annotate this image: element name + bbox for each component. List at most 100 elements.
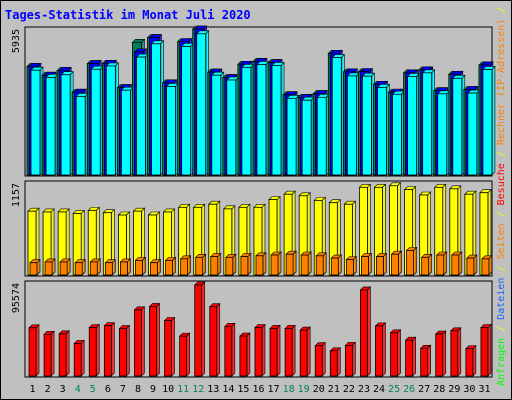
day-label-17: 17	[268, 384, 280, 395]
day-label-6: 6	[105, 384, 111, 395]
legend-entry-0: Anfragen	[496, 338, 507, 386]
bar-besuche-22	[345, 255, 358, 276]
bar-kbf-11	[178, 332, 191, 377]
day-label-1: 1	[30, 384, 36, 395]
bar-seiten-24	[376, 83, 391, 176]
bar-besuche-5	[89, 258, 101, 276]
day-label-31: 31	[478, 384, 490, 395]
bar-kbf-9	[148, 302, 161, 377]
bar-kbf-23	[359, 286, 372, 377]
day-label-11: 11	[177, 384, 189, 395]
bar-kbf-2	[43, 330, 55, 377]
bar-besuche-29	[451, 251, 463, 276]
day-label-24: 24	[373, 384, 385, 395]
bar-seiten-4	[75, 92, 89, 176]
bar-seiten-30	[467, 89, 481, 176]
bar-besuche-25	[390, 250, 403, 276]
bar-besuche-13	[210, 252, 222, 276]
top-max-label: 5935	[11, 29, 22, 53]
bar-kbf-22	[344, 341, 357, 377]
day-label-9: 9	[150, 384, 156, 395]
bar-seiten-15	[241, 63, 255, 176]
bar-seiten-28	[437, 90, 451, 176]
bar-besuche-9	[149, 258, 162, 276]
bar-besuche-14	[225, 253, 237, 276]
legend-entry-10: kB Out	[496, 0, 507, 1]
bar-seiten-7	[120, 86, 135, 176]
bottom-max-label: 95574	[11, 283, 22, 313]
bar-besuche-23	[360, 252, 373, 276]
bar-seiten-22	[346, 72, 361, 176]
bar-seiten-18	[286, 94, 300, 176]
bar-kbf-3	[58, 330, 70, 377]
legend-entry-9: /	[496, 1, 507, 19]
bar-seiten-1	[30, 66, 44, 176]
bar-kbf-25	[389, 329, 402, 377]
bar-seiten-12	[195, 30, 210, 176]
bar-besuche-2	[44, 258, 56, 276]
day-label-2: 2	[45, 384, 51, 395]
day-label-3: 3	[60, 384, 66, 395]
bar-seiten-6	[105, 62, 120, 176]
bar-kbf-8	[133, 306, 146, 377]
day-label-4: 4	[75, 384, 81, 395]
bar-kbf-4	[73, 339, 85, 377]
bar-seiten-14	[226, 76, 240, 176]
bar-besuche-30	[466, 254, 478, 276]
bar-kbf-1	[28, 324, 40, 377]
bar-besuche-24	[375, 252, 388, 276]
bar-seiten-20	[316, 93, 330, 176]
day-label-7: 7	[120, 384, 126, 395]
bar-besuche-8	[134, 256, 147, 276]
bar-besuche-27	[420, 253, 433, 276]
legend-entry-1: /	[496, 320, 507, 338]
bar-rechner-30	[464, 190, 477, 276]
day-label-15: 15	[237, 384, 249, 395]
bar-seiten-26	[406, 72, 421, 176]
bar-besuche-19	[300, 251, 312, 276]
day-label-22: 22	[343, 384, 355, 395]
bar-kbf-10	[163, 316, 176, 377]
legend-entry-3: /	[496, 260, 507, 278]
day-label-21: 21	[328, 384, 340, 395]
bar-seiten-21	[331, 53, 346, 176]
bar-besuche-18	[285, 250, 297, 276]
bar-besuche-20	[315, 252, 327, 276]
bar-besuche-21	[330, 254, 343, 276]
bar-seiten-9	[150, 40, 165, 176]
day-label-30: 30	[463, 384, 475, 395]
bar-besuche-1	[29, 258, 41, 276]
bar-besuche-28	[436, 251, 448, 276]
bar-seiten-16	[256, 60, 270, 176]
day-label-29: 29	[448, 384, 460, 395]
legend-entry-6: Besuche	[496, 163, 507, 205]
day-label-23: 23	[358, 384, 370, 395]
bar-besuche-11	[179, 255, 192, 276]
bar-kbf-27	[419, 344, 432, 377]
day-label-8: 8	[135, 384, 141, 395]
day-label-12: 12	[192, 384, 204, 395]
bar-besuche-15	[240, 252, 252, 276]
day-label-18: 18	[283, 384, 295, 395]
bar-besuche-31	[481, 255, 493, 276]
bar-seiten-27	[421, 69, 436, 176]
bar-kbf-13	[209, 302, 221, 377]
bar-kbf-24	[374, 322, 387, 377]
bar-kbf-26	[404, 336, 417, 377]
bar-rechner-9	[147, 211, 161, 276]
bar-kbf-17	[269, 324, 281, 377]
middle-max-label: 1157	[11, 183, 22, 207]
bar-kbf-14	[224, 322, 236, 377]
bar-besuche-26	[405, 246, 418, 276]
day-label-28: 28	[433, 384, 445, 395]
bar-kbf-31	[480, 323, 492, 377]
bar-seiten-17	[271, 61, 285, 176]
bar-seiten-11	[180, 42, 195, 176]
bar-kbf-30	[465, 344, 477, 377]
bar-besuche-3	[59, 258, 71, 276]
bar-seiten-3	[60, 71, 74, 176]
bar-rechner-6	[102, 208, 116, 276]
bar-besuche-10	[164, 256, 177, 276]
day-label-10: 10	[162, 384, 174, 395]
bar-kbf-16	[254, 323, 266, 377]
